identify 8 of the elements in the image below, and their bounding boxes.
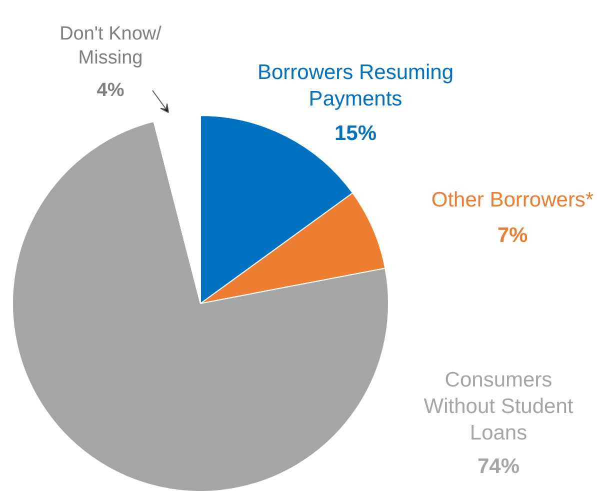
slice-label: Don't Know/ Missing <box>60 23 162 68</box>
slice-label: Consumers Without Student Loans <box>424 368 574 444</box>
data-label: 15% <box>334 122 377 145</box>
slice-label: Other Borrowers* <box>431 188 594 212</box>
data-label: 74% <box>477 455 520 478</box>
data-label: 7% <box>497 224 528 247</box>
slice-label: Borrowers Resuming Payments <box>257 61 454 110</box>
data-label: 4% <box>96 80 124 101</box>
